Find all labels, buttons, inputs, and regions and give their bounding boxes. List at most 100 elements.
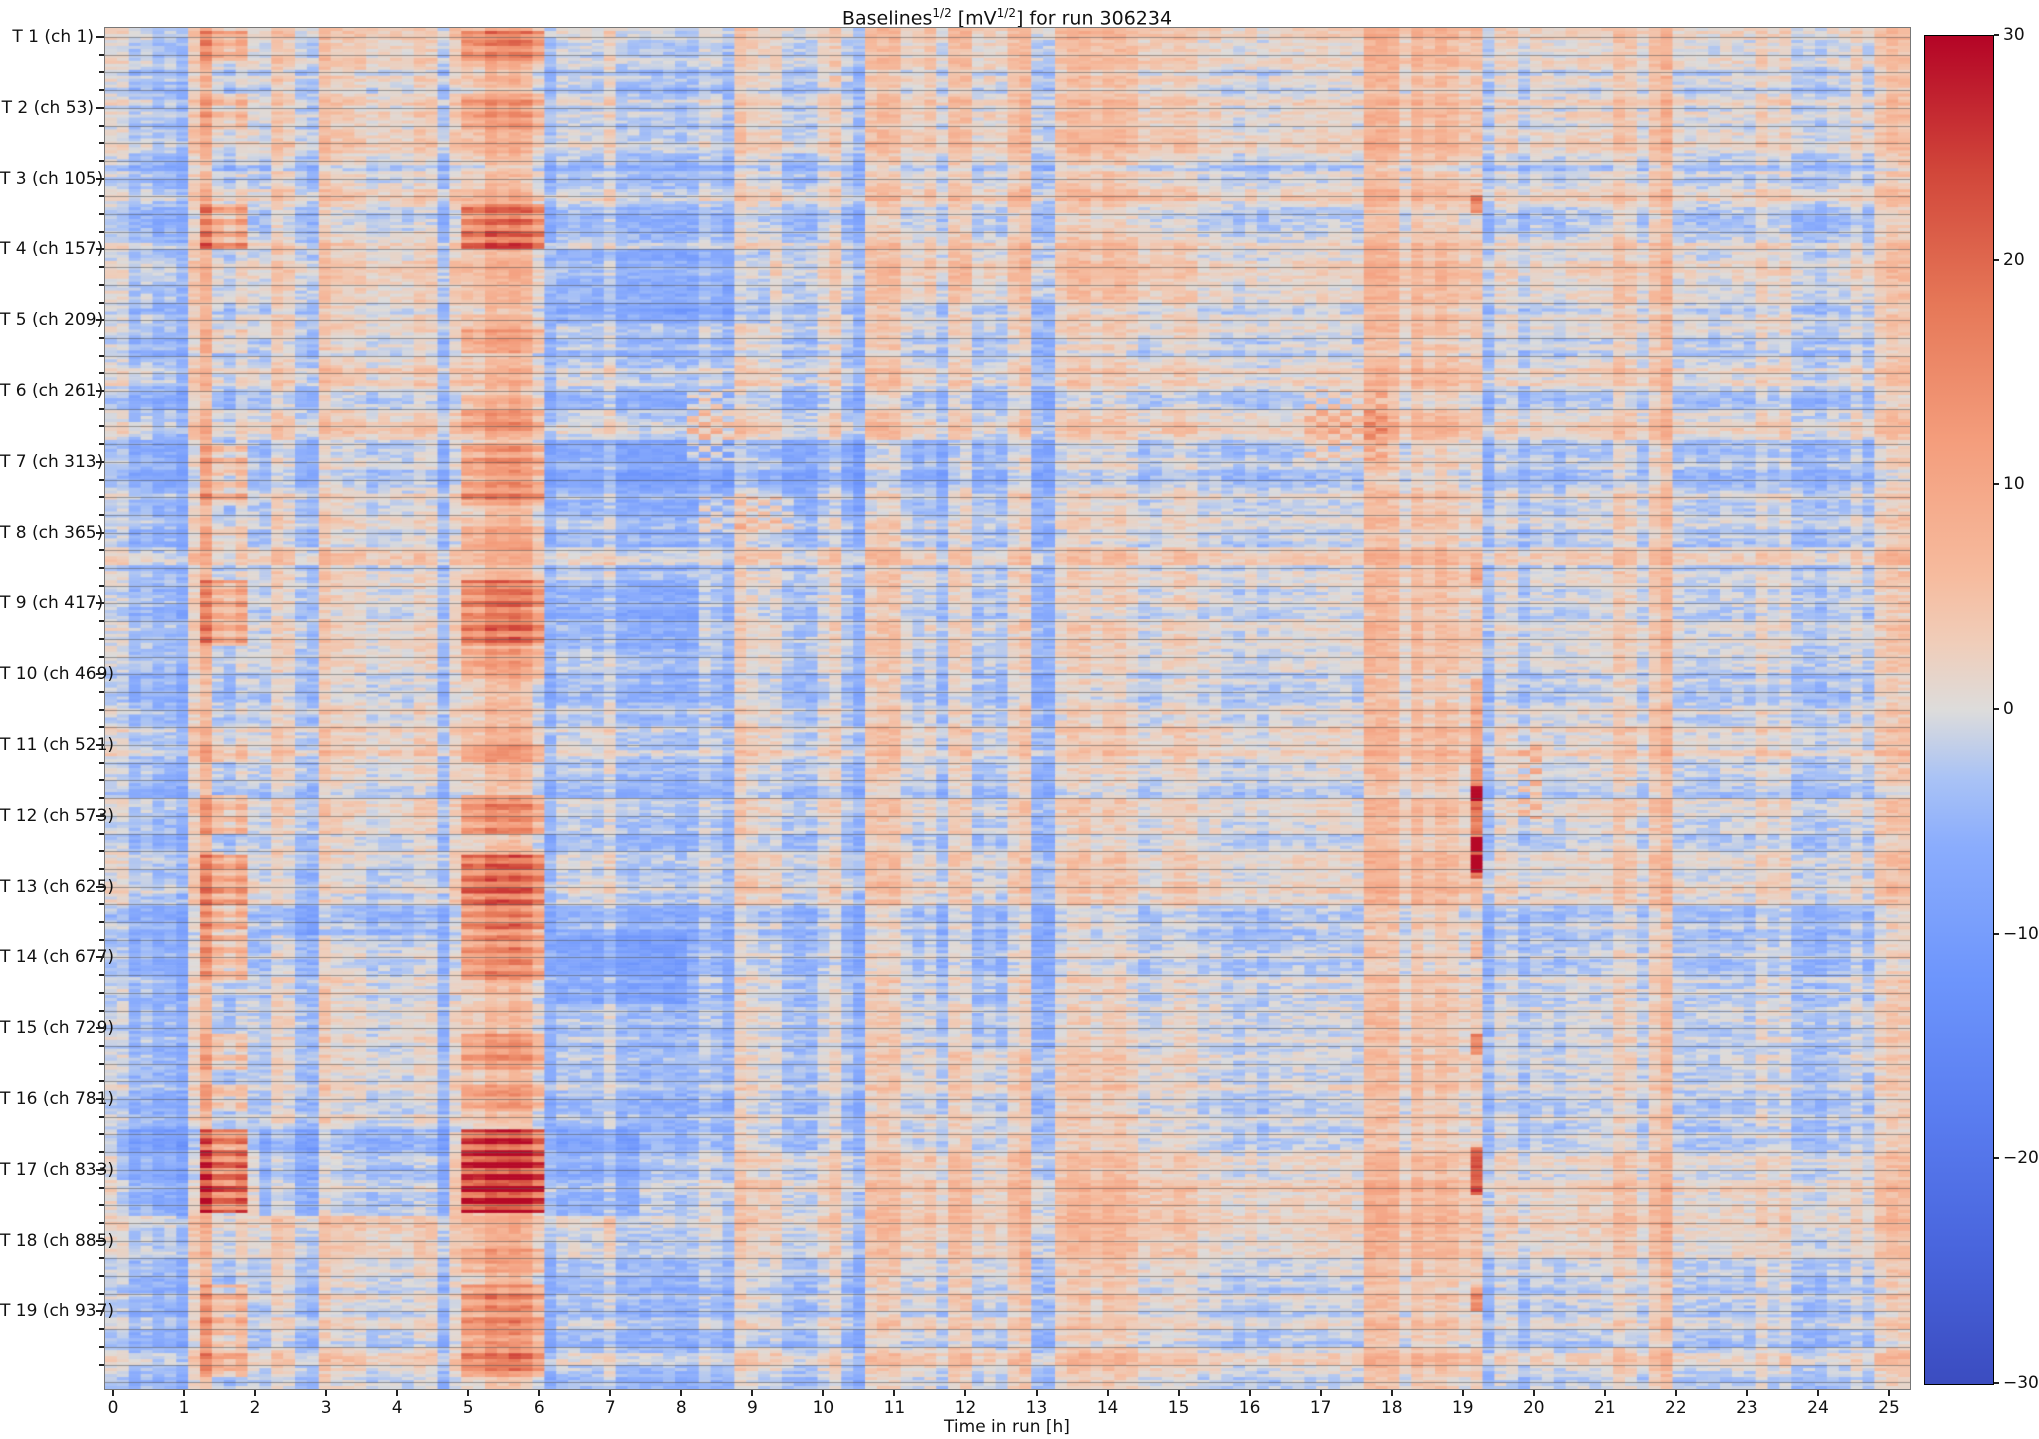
- y-major-tick: [96, 885, 104, 888]
- y-minor-tick: [99, 89, 104, 92]
- y-minor-tick: [99, 1044, 104, 1047]
- y-major-tick: [96, 1310, 104, 1313]
- title-superscript: 1/2: [932, 6, 952, 20]
- colorbar-tick: [1994, 483, 1999, 486]
- x-tick-label-2: 2: [249, 1398, 261, 1418]
- y-minor-tick: [99, 726, 104, 729]
- y-minor-tick: [99, 71, 104, 74]
- x-tick-label-10: 10: [812, 1398, 835, 1418]
- x-tick-label-8: 8: [675, 1398, 687, 1418]
- colorbar-tick: [1994, 932, 1999, 935]
- y-tick-label-tower-13: T 13 (ch 625): [0, 876, 115, 897]
- y-minor-tick: [99, 1257, 104, 1260]
- x-tick-label-18: 18: [1380, 1398, 1403, 1418]
- y-minor-tick: [99, 1275, 104, 1277]
- y-major-tick: [96, 460, 104, 463]
- chart-title: Baselines1/2 [mV1/2] for run 306234: [105, 6, 1909, 29]
- x-tick: [538, 1390, 541, 1396]
- y-tick-label-tower-2: T 2 (ch 53): [1, 97, 94, 118]
- y-minor-tick: [99, 1363, 104, 1366]
- x-tick-label-21: 21: [1594, 1398, 1616, 1418]
- y-minor-tick: [99, 938, 104, 941]
- y-minor-tick: [99, 1151, 104, 1154]
- title-superscript: 1/2: [996, 6, 1016, 20]
- y-minor-tick: [99, 336, 104, 339]
- x-axis-title: Time in run [h]: [944, 1417, 1070, 1437]
- title-text: Baselines: [841, 7, 933, 30]
- y-minor-tick: [99, 142, 104, 145]
- y-minor-tick: [99, 407, 104, 410]
- x-tick-label-19: 19: [1451, 1398, 1474, 1418]
- y-minor-tick: [99, 425, 104, 428]
- colorbar-tick-label-30: 30: [2003, 25, 2025, 45]
- x-tick: [964, 1390, 967, 1396]
- x-tick: [1816, 1390, 1819, 1396]
- y-minor-tick: [99, 708, 104, 711]
- x-tick-label-20: 20: [1522, 1398, 1545, 1418]
- x-tick-label-15: 15: [1167, 1398, 1190, 1418]
- x-tick: [396, 1390, 399, 1396]
- x-tick: [1390, 1390, 1393, 1396]
- x-tick: [680, 1390, 683, 1396]
- y-major-tick: [96, 106, 104, 109]
- y-minor-tick: [99, 1345, 104, 1348]
- x-tick-label-7: 7: [604, 1398, 616, 1418]
- y-minor-tick: [99, 1062, 104, 1065]
- x-tick: [893, 1390, 896, 1396]
- y-minor-tick: [99, 124, 104, 127]
- y-tick-label-tower-9: T 9 (ch 417): [0, 593, 104, 614]
- y-tick-label-tower-11: T 11 (ch 521): [0, 735, 115, 755]
- x-tick-label-12: 12: [954, 1398, 977, 1418]
- y-major-tick: [96, 1168, 104, 1171]
- y-minor-tick: [99, 1328, 104, 1331]
- colorbar-tick: [1994, 1382, 1999, 1384]
- x-tick: [1319, 1390, 1322, 1396]
- x-tick: [325, 1390, 328, 1396]
- x-tick: [1461, 1390, 1464, 1396]
- y-major-tick: [96, 248, 104, 251]
- x-tick-label-17: 17: [1309, 1398, 1332, 1418]
- x-tick-label-0: 0: [107, 1398, 119, 1418]
- y-major-tick: [96, 744, 104, 746]
- colorbar: [1924, 35, 1994, 1385]
- y-minor-tick: [99, 1204, 104, 1207]
- y-tick-label-tower-6: T 6 (ch 261): [0, 381, 104, 401]
- y-major-tick: [96, 177, 104, 180]
- y-minor-tick: [99, 496, 104, 499]
- x-tick-label-11: 11: [883, 1398, 906, 1418]
- y-major-tick: [96, 1098, 104, 1100]
- y-minor-tick: [99, 549, 104, 552]
- y-minor-tick: [99, 301, 104, 304]
- x-tick-label-23: 23: [1736, 1398, 1758, 1418]
- y-tick-label-tower-19: T 19 (ch 937): [0, 1301, 115, 1322]
- y-minor-tick: [99, 213, 104, 215]
- x-tick-label-13: 13: [1025, 1398, 1048, 1418]
- y-major-tick: [96, 1239, 104, 1242]
- y-major-tick: [96, 36, 104, 38]
- x-tick-label-3: 3: [320, 1398, 332, 1418]
- colorbar-tick-label--10: −10: [2003, 923, 2039, 944]
- y-tick-label-tower-14: T 14 (ch 677): [0, 947, 115, 968]
- y-tick-label-tower-18: T 18 (ch 885): [0, 1230, 115, 1251]
- x-tick: [1035, 1390, 1038, 1396]
- y-major-tick: [96, 531, 104, 534]
- x-tick-label-5: 5: [462, 1398, 474, 1418]
- y-minor-tick: [99, 991, 104, 994]
- y-minor-tick: [99, 478, 104, 481]
- y-minor-tick: [99, 159, 104, 162]
- x-tick-label-25: 25: [1878, 1398, 1900, 1418]
- colorbar-tick-label-20: 20: [2003, 249, 2025, 270]
- y-minor-tick: [99, 655, 104, 658]
- y-minor-tick: [99, 761, 104, 764]
- y-minor-tick: [99, 266, 104, 269]
- y-minor-tick: [99, 1221, 104, 1224]
- x-tick: [183, 1390, 186, 1396]
- y-minor-tick: [99, 779, 104, 782]
- y-minor-tick: [99, 584, 104, 587]
- colorbar-tick-label--30: −30: [2003, 1373, 2039, 1393]
- x-tick-label-4: 4: [391, 1398, 403, 1418]
- y-major-tick: [96, 390, 104, 392]
- y-major-tick: [96, 602, 104, 605]
- y-minor-tick: [99, 1292, 104, 1295]
